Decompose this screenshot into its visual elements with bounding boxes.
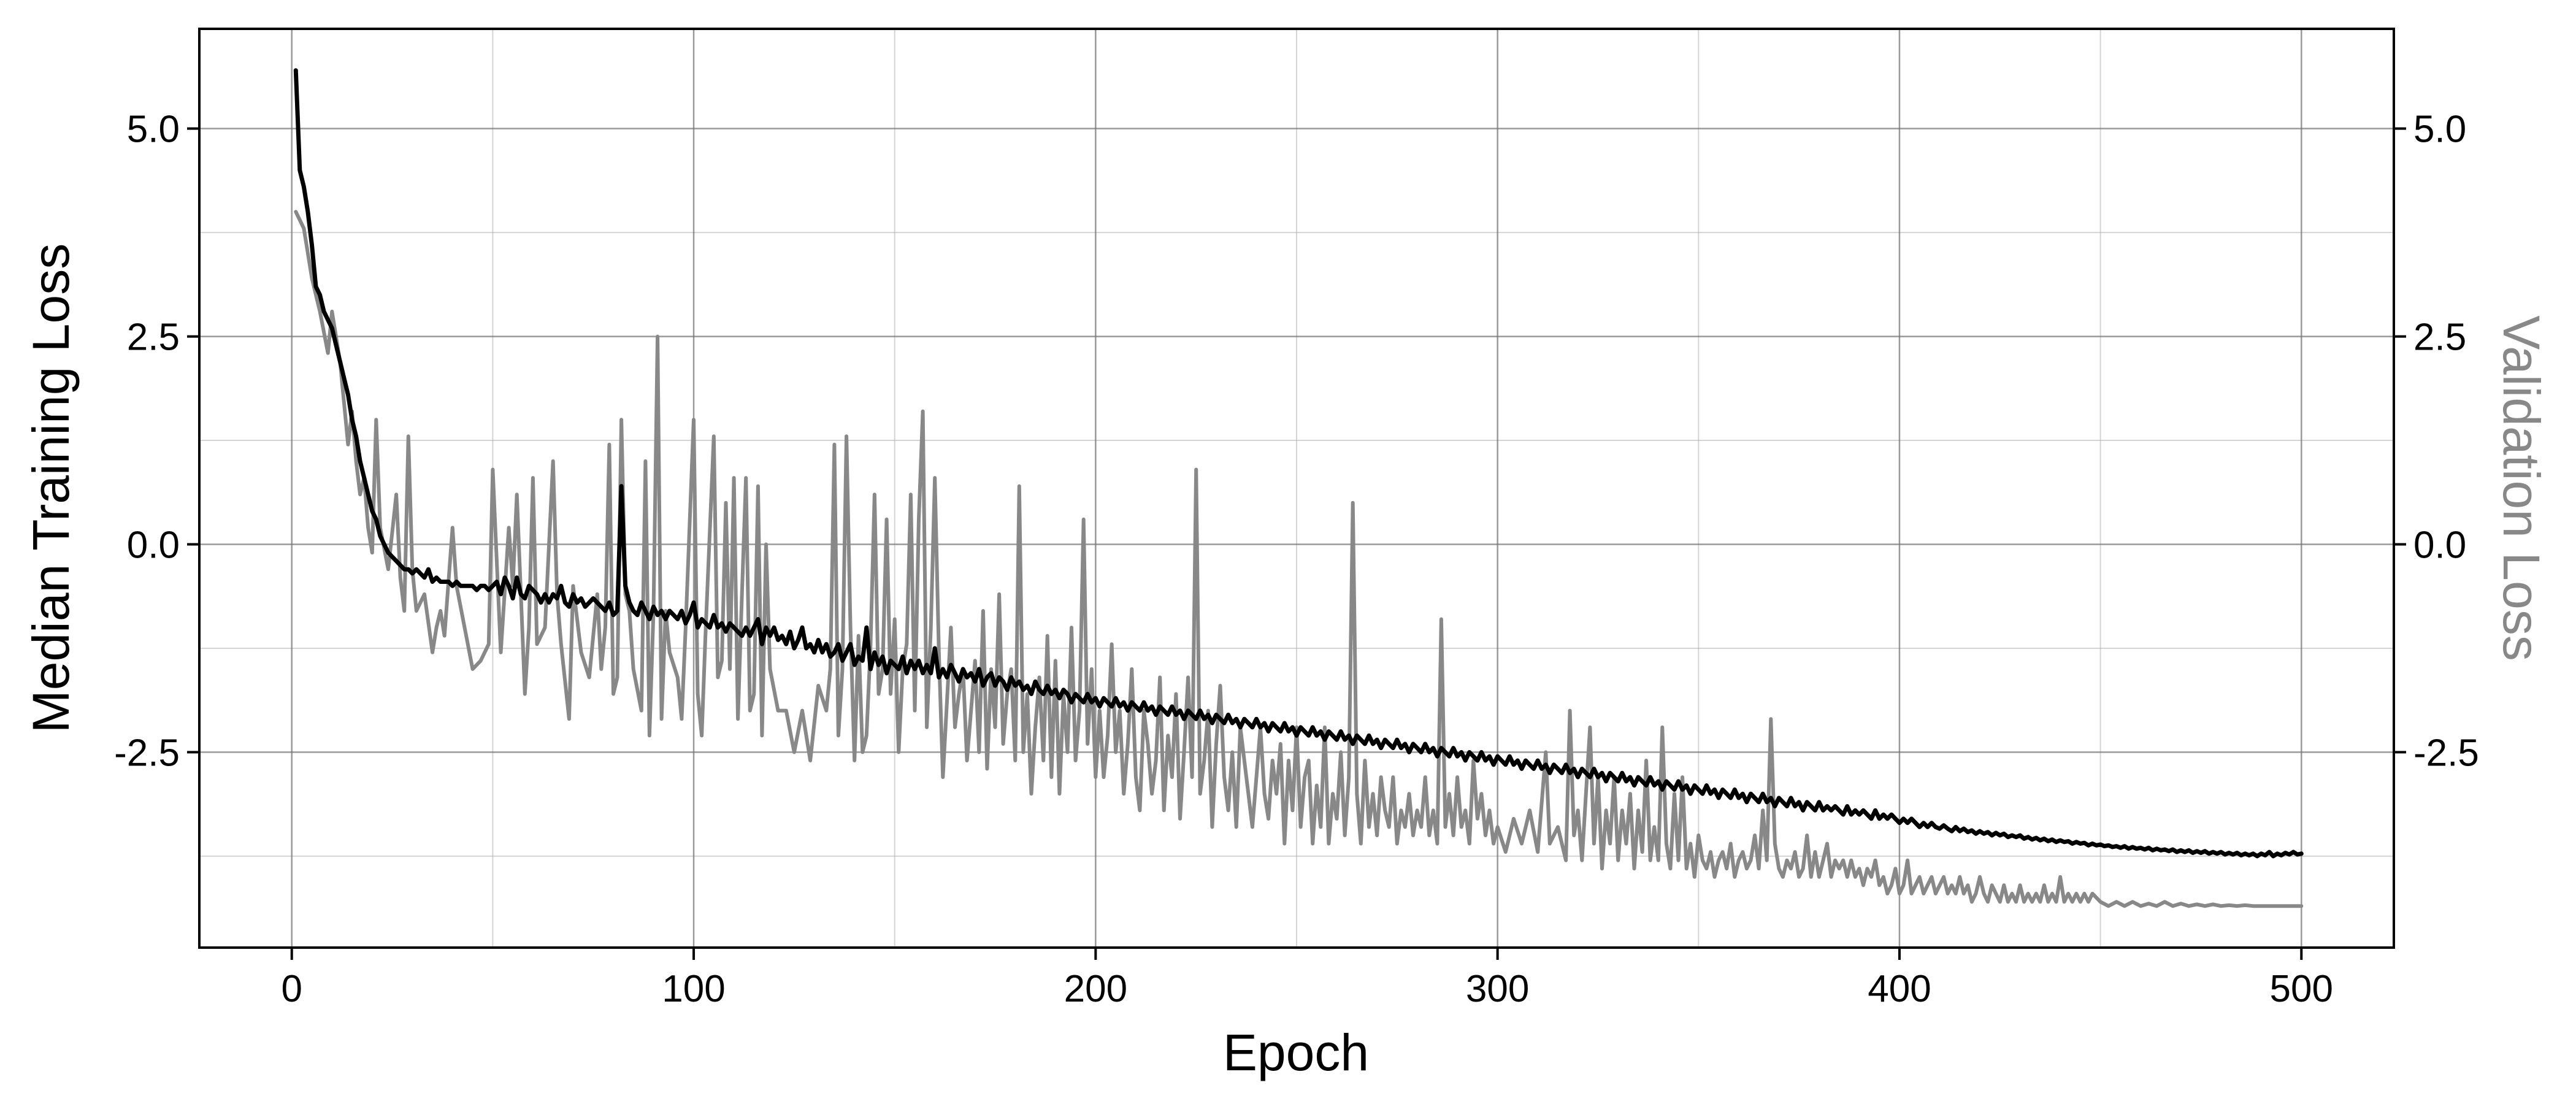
x-tick-label: 200 (1064, 968, 1127, 1010)
right-y-tick-label: 5.0 (2413, 109, 2466, 151)
left-y-tick-label: 5.0 (127, 109, 180, 151)
x-tick-label: 500 (2270, 968, 2333, 1010)
validation-loss-line (294, 210, 2304, 908)
training-loss-line (293, 68, 2304, 859)
right-y-tick-label: -2.5 (2413, 732, 2479, 774)
plot-frame (198, 28, 2395, 949)
x-axis-label: Epoch (1223, 1024, 1369, 1081)
right-y-tick-label: 2.5 (2413, 316, 2466, 359)
right-y-tick-label: 0.0 (2413, 524, 2466, 567)
left-y-axis-label: Median Training Loss (22, 243, 80, 733)
x-tick-label: 400 (1868, 968, 1931, 1010)
left-y-tick-label: -2.5 (114, 732, 180, 774)
series-lines (293, 68, 2304, 908)
left-y-tick-label: 0.0 (127, 524, 180, 567)
left-y-tick-label: 2.5 (127, 316, 180, 359)
ticks: 0 100 200 300 400 500 5.0 2.5 0.0 -2.5 5.0 2.5 0.0 -2… (114, 109, 2479, 1010)
right-y-axis-label: Validation Loss (2493, 315, 2550, 661)
x-tick-label: 100 (662, 968, 725, 1010)
x-tick-label: 0 (281, 968, 302, 1010)
x-tick-label: 300 (1466, 968, 1529, 1010)
